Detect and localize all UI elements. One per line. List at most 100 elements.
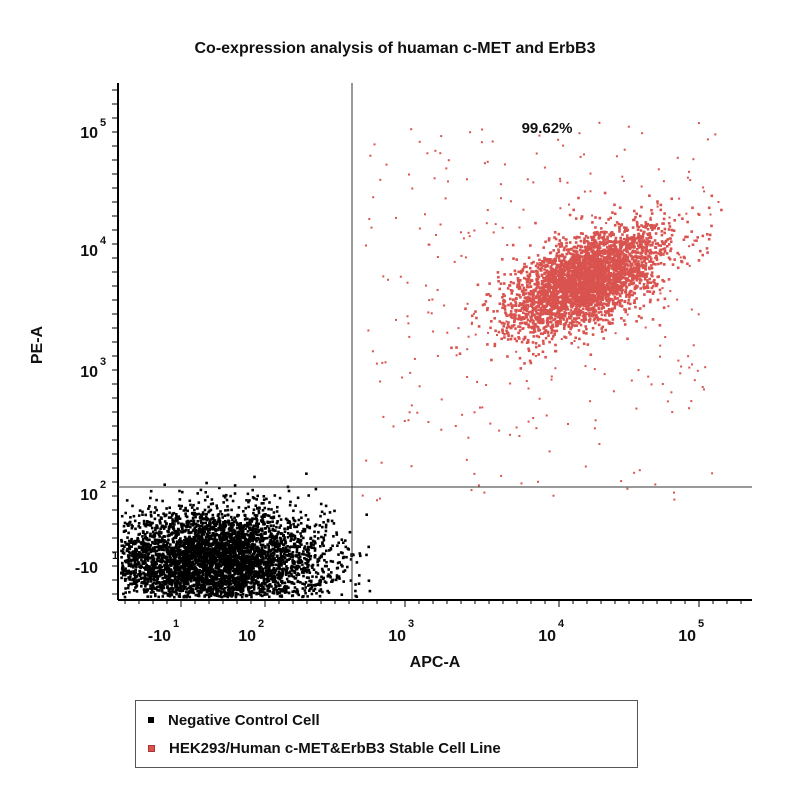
negative-point	[203, 538, 206, 542]
negative-point	[276, 520, 279, 523]
negative-point	[309, 541, 313, 545]
negative-point	[338, 561, 341, 564]
negative-point	[124, 569, 127, 573]
negative-point	[234, 519, 237, 522]
negative-point	[191, 584, 194, 588]
negative-point	[222, 501, 225, 504]
negative-point	[163, 580, 167, 583]
negative-point	[230, 558, 233, 562]
negative-point	[303, 583, 306, 586]
negative-point	[178, 517, 182, 520]
negative-point	[131, 504, 134, 508]
negative-point	[166, 592, 170, 596]
negative-point	[246, 522, 249, 525]
negative-point	[214, 560, 217, 564]
negative-point	[318, 524, 322, 527]
negative-point	[200, 521, 203, 524]
negative-point	[206, 534, 209, 537]
negative-point	[245, 584, 248, 587]
negative-point	[261, 543, 265, 547]
negative-point	[225, 498, 229, 502]
negative-point	[275, 555, 279, 558]
negative-point	[272, 572, 275, 575]
negative-point	[275, 542, 278, 546]
negative-point	[280, 558, 284, 561]
negative-point	[297, 518, 301, 522]
negative-point	[133, 539, 137, 543]
negative-point	[269, 560, 273, 563]
negative-point	[232, 520, 236, 524]
negative-point	[304, 514, 308, 517]
negative-point	[339, 551, 343, 554]
negative-point	[284, 517, 288, 521]
negative-point	[311, 566, 314, 569]
negative-point	[227, 576, 230, 579]
negative-point	[218, 564, 222, 568]
negative-point	[252, 570, 256, 573]
negative-point	[201, 521, 205, 525]
negative-point	[321, 541, 324, 544]
negative-point	[221, 581, 224, 584]
negative-point	[149, 513, 153, 517]
negative-point	[163, 520, 167, 523]
negative-point	[298, 545, 302, 548]
negative-point	[218, 518, 221, 521]
negative-point	[147, 507, 150, 510]
negative-point	[134, 582, 138, 585]
negative-point	[190, 548, 194, 551]
negative-point	[163, 514, 167, 518]
negative-point	[171, 587, 175, 590]
negative-point	[311, 575, 314, 578]
negative-point	[243, 555, 246, 558]
negative-point	[126, 559, 129, 562]
negative-point	[280, 580, 284, 583]
negative-point	[271, 580, 275, 583]
negative-point	[164, 540, 168, 543]
negative-point	[335, 576, 339, 579]
negative-point	[172, 528, 176, 531]
negative-point	[214, 563, 218, 566]
negative-point	[210, 570, 214, 573]
negative-point	[323, 559, 326, 562]
negative-point	[319, 545, 322, 548]
negative-point	[290, 581, 294, 584]
negative-point	[202, 563, 205, 566]
negative-point	[272, 588, 275, 591]
negative-point	[189, 554, 192, 558]
negative-point	[279, 549, 282, 552]
negative-point	[342, 555, 346, 559]
negative-point	[273, 537, 276, 541]
negative-point	[199, 543, 202, 546]
negative-point	[249, 523, 252, 526]
negative-point	[152, 565, 155, 568]
negative-point	[181, 553, 185, 556]
negative-point	[258, 575, 261, 578]
negative-point	[269, 577, 273, 581]
negative-point	[238, 582, 242, 586]
negative-point	[159, 527, 162, 531]
negative-point	[170, 546, 173, 550]
negative-point	[175, 540, 179, 543]
negative-point	[202, 555, 206, 558]
negative-point	[214, 529, 218, 533]
negative-point	[233, 516, 236, 519]
negative-point	[166, 534, 170, 538]
negative-point	[133, 564, 136, 568]
negative-point	[214, 528, 217, 531]
negative-point	[204, 521, 207, 525]
negative-point	[129, 540, 133, 543]
negative-point	[328, 549, 331, 552]
negative-point	[140, 558, 143, 562]
negative-point	[177, 521, 180, 525]
negative-point	[147, 574, 150, 577]
negative-point	[230, 579, 233, 582]
negative-point	[223, 587, 227, 590]
negative-point	[285, 577, 289, 581]
negative-point	[324, 525, 328, 529]
negative-point	[144, 585, 147, 588]
positive-point	[658, 252, 661, 255]
negative-point	[284, 573, 288, 576]
negative-point	[272, 511, 276, 514]
negative-point	[218, 568, 221, 572]
negative-point	[298, 561, 302, 565]
